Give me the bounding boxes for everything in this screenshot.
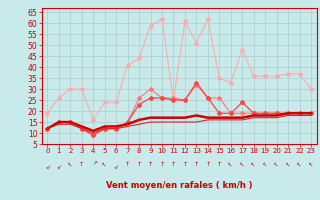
Text: ↑: ↑ — [159, 162, 164, 166]
Text: ↑: ↑ — [125, 162, 130, 166]
Text: ↑: ↑ — [90, 160, 97, 168]
Text: ↑: ↑ — [250, 160, 257, 168]
Text: ↑: ↑ — [182, 162, 188, 166]
Text: ↑: ↑ — [239, 160, 246, 168]
Text: ↑: ↑ — [217, 162, 222, 166]
Text: ↑: ↑ — [273, 160, 280, 168]
Text: ↑: ↑ — [296, 160, 303, 168]
Text: ↑: ↑ — [171, 162, 176, 166]
Text: ↑: ↑ — [136, 162, 142, 166]
Text: Vent moyen/en rafales ( km/h ): Vent moyen/en rafales ( km/h ) — [106, 182, 252, 190]
Text: ↑: ↑ — [55, 160, 62, 168]
Text: ↑: ↑ — [227, 160, 235, 168]
Text: ↑: ↑ — [67, 160, 74, 168]
Text: ↑: ↑ — [308, 160, 315, 168]
Text: ↑: ↑ — [205, 162, 211, 166]
Text: ↑: ↑ — [261, 160, 269, 168]
Text: ↑: ↑ — [148, 162, 153, 166]
Text: ↑: ↑ — [44, 160, 51, 168]
Text: ↑: ↑ — [284, 160, 292, 168]
Text: ↑: ↑ — [79, 162, 84, 166]
Text: ↑: ↑ — [101, 160, 108, 168]
Text: ↑: ↑ — [194, 162, 199, 166]
Text: ↑: ↑ — [113, 160, 120, 168]
